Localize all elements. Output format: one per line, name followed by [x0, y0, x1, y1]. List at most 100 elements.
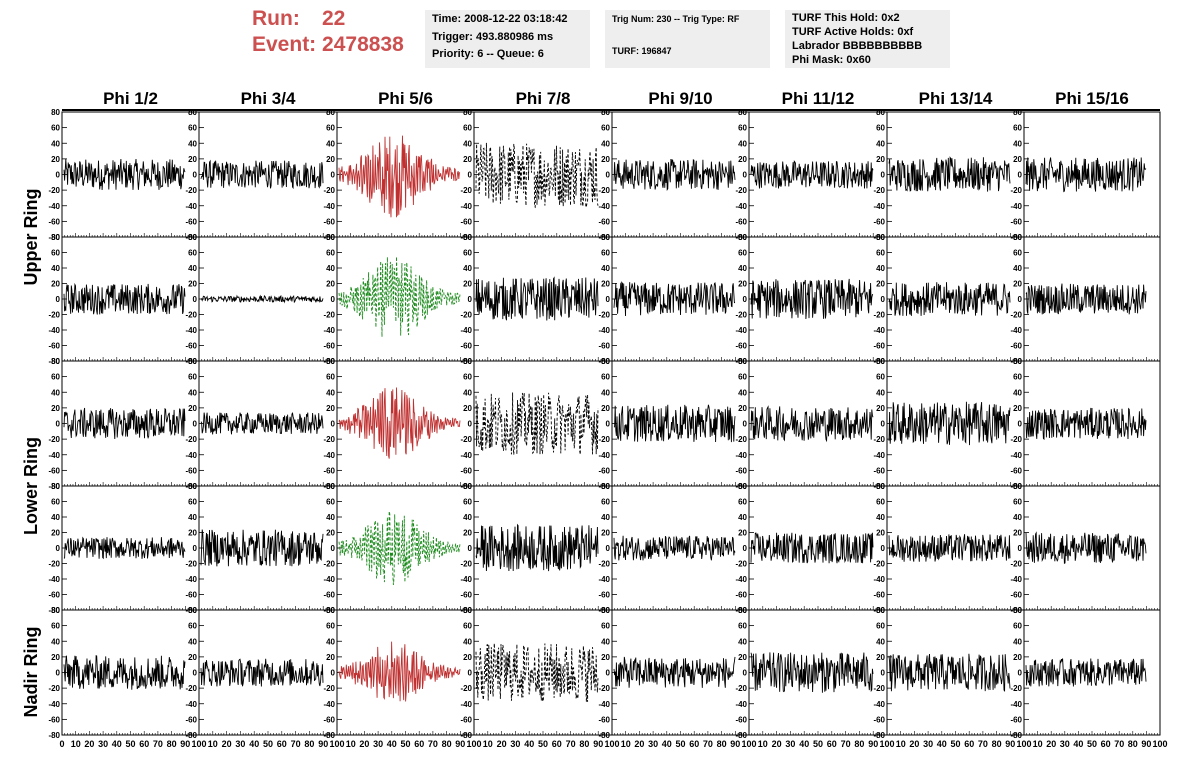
y-tick-label: 40	[463, 513, 472, 522]
y-tick-label: -40	[1010, 326, 1022, 335]
y-tick-label: 20	[738, 155, 747, 164]
y-tick-label: 60	[326, 498, 335, 507]
y-tick-label: 0	[468, 295, 473, 304]
y-tick-label: 0	[606, 295, 611, 304]
y-tick-label: 20	[1013, 653, 1022, 662]
y-tick-label: -40	[460, 326, 472, 335]
x-tick-label: 10	[758, 739, 768, 749]
y-tick-label: -60	[323, 466, 335, 475]
x-tick-label: 40	[112, 739, 122, 749]
x-tick-label: 20	[222, 739, 232, 749]
y-tick-label: 40	[188, 139, 197, 148]
x-tick-label: 60	[139, 739, 149, 749]
y-tick-label: 40	[326, 264, 335, 273]
y-tick-label: 0	[193, 171, 198, 180]
waveform-trace	[613, 404, 736, 443]
x-tick-label: 40	[1073, 739, 1083, 749]
x-tick-label: 60	[827, 739, 837, 749]
y-tick-label: 80	[738, 606, 747, 615]
x-tick-label: 70	[153, 739, 163, 749]
x-tick-label: 80	[854, 739, 864, 749]
x-tick-label: 60	[414, 739, 424, 749]
y-tick-label: 60	[51, 498, 60, 507]
y-tick-label: -20	[48, 684, 60, 693]
y-tick-label: -40	[460, 451, 472, 460]
waveform-trace	[888, 534, 1011, 562]
y-tick-label: -80	[48, 233, 60, 242]
waveform-trace	[475, 523, 599, 572]
y-tick-label: 20	[876, 404, 885, 413]
column-title: Phi 9/10	[648, 89, 712, 108]
y-tick-label: 20	[601, 404, 610, 413]
y-tick-label: -80	[48, 357, 60, 366]
waveform-trace	[1025, 283, 1147, 315]
waveform-trace	[63, 282, 186, 315]
x-tick-label: 40	[799, 739, 809, 749]
y-tick-label: -60	[48, 715, 60, 724]
y-tick-label: -60	[460, 342, 472, 351]
y-tick-label: -40	[873, 326, 885, 335]
y-tick-label: 40	[51, 139, 60, 148]
waveform-trace	[1025, 531, 1147, 565]
y-tick-label: -80	[48, 731, 60, 740]
y-tick-label: 80	[463, 233, 472, 242]
x-tick-label: 10	[483, 739, 493, 749]
y-tick-label: 40	[876, 264, 885, 273]
waveform-trace	[750, 160, 874, 189]
y-tick-label: -40	[735, 451, 747, 460]
y-tick-label: -20	[1010, 435, 1022, 444]
waveform-trace	[1025, 407, 1147, 441]
y-tick-label: 40	[601, 264, 610, 273]
y-tick-label: 40	[1013, 388, 1022, 397]
column-title: Phi 5/6	[378, 89, 433, 108]
y-tick-label: 0	[331, 295, 336, 304]
y-tick-label: -60	[185, 591, 197, 600]
y-tick-label: 80	[1013, 357, 1022, 366]
y-tick-label: 40	[51, 513, 60, 522]
x-tick-label: 100	[329, 739, 344, 749]
waveform-trace	[613, 656, 736, 688]
y-tick-label: 40	[876, 388, 885, 397]
x-tick-label: 50	[400, 739, 410, 749]
y-tick-label: 60	[601, 622, 610, 631]
row-label: Upper Ring	[21, 189, 41, 286]
y-tick-label: 80	[463, 357, 472, 366]
y-tick-label: -60	[460, 466, 472, 475]
waveform-trace	[200, 412, 324, 435]
waveform-trace	[1025, 658, 1147, 687]
y-tick-label: -60	[735, 217, 747, 226]
y-tick-label: -60	[873, 466, 885, 475]
y-tick-label: -20	[460, 311, 472, 320]
y-tick-label: 80	[51, 108, 60, 117]
y-tick-label: 20	[51, 529, 60, 538]
y-tick-label: -20	[873, 684, 885, 693]
y-tick-label: 60	[326, 124, 335, 133]
y-tick-label: -40	[735, 575, 747, 584]
y-tick-label: 20	[876, 280, 885, 289]
waveform-trace	[200, 529, 324, 567]
y-tick-label: -60	[48, 342, 60, 351]
x-tick-label: 30	[235, 739, 245, 749]
y-tick-label: 20	[326, 155, 335, 164]
x-tick-label: 30	[373, 739, 383, 749]
row-label: Nadir Ring	[21, 626, 41, 717]
waveform-trace	[63, 407, 186, 440]
waveform-trace	[888, 653, 1011, 692]
y-tick-label: 20	[876, 653, 885, 662]
y-tick-label: 40	[51, 637, 60, 646]
y-tick-label: -20	[460, 186, 472, 195]
x-tick-label: 30	[98, 739, 108, 749]
waveform-trace	[750, 532, 874, 564]
y-tick-label: -40	[1010, 575, 1022, 584]
y-tick-label: -40	[598, 451, 610, 460]
y-tick-label: -60	[460, 715, 472, 724]
y-tick-label: 0	[606, 420, 611, 429]
y-tick-label: -60	[323, 342, 335, 351]
y-tick-label: 0	[56, 420, 61, 429]
x-tick-label: 100	[191, 739, 206, 749]
y-tick-label: 20	[876, 155, 885, 164]
y-tick-label: -20	[185, 560, 197, 569]
x-tick-label: 80	[304, 739, 314, 749]
y-tick-label: 60	[738, 498, 747, 507]
y-tick-label: 80	[601, 606, 610, 615]
